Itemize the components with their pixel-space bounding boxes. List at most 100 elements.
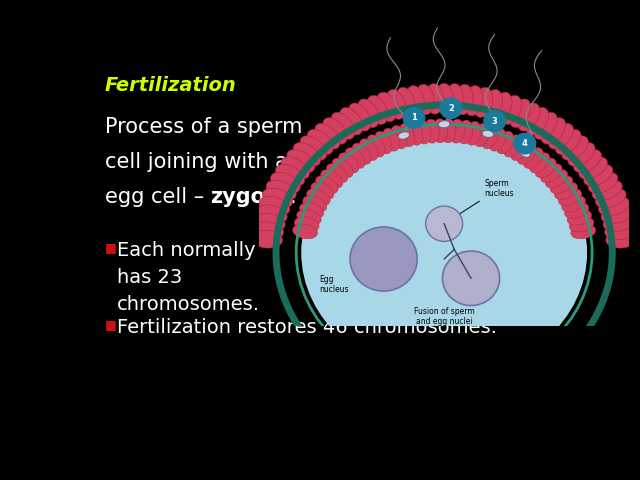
Ellipse shape (367, 135, 385, 157)
Ellipse shape (441, 119, 456, 143)
Ellipse shape (415, 120, 431, 144)
Ellipse shape (496, 132, 514, 154)
Ellipse shape (474, 123, 490, 147)
Ellipse shape (358, 99, 379, 128)
Ellipse shape (300, 203, 324, 218)
Text: ■: ■ (105, 318, 116, 331)
Circle shape (442, 251, 500, 306)
Ellipse shape (321, 169, 343, 188)
Ellipse shape (399, 123, 415, 147)
Text: egg cell –: egg cell – (105, 187, 211, 207)
Circle shape (514, 133, 536, 154)
Ellipse shape (332, 158, 353, 178)
Ellipse shape (548, 123, 573, 149)
Text: 4: 4 (522, 139, 528, 148)
Text: Sperm
nucleus: Sperm nucleus (447, 179, 514, 222)
Ellipse shape (465, 121, 481, 145)
Ellipse shape (518, 103, 540, 131)
Ellipse shape (529, 153, 550, 173)
Ellipse shape (323, 118, 347, 144)
Ellipse shape (545, 169, 568, 188)
Ellipse shape (376, 92, 397, 121)
Ellipse shape (562, 195, 586, 212)
Ellipse shape (500, 96, 522, 124)
Ellipse shape (535, 158, 556, 178)
Ellipse shape (433, 119, 447, 143)
Text: Fertilization: Fertilization (105, 76, 237, 95)
Text: ■: ■ (105, 240, 116, 253)
Ellipse shape (511, 139, 529, 160)
Ellipse shape (481, 126, 498, 149)
Ellipse shape (316, 176, 338, 194)
Circle shape (484, 111, 506, 132)
Ellipse shape (562, 136, 588, 160)
Ellipse shape (555, 130, 581, 155)
Text: cell joining with an: cell joining with an (105, 152, 301, 172)
Text: 3: 3 (492, 117, 497, 126)
Text: Tail: Tail (337, 56, 388, 65)
Ellipse shape (458, 120, 473, 144)
Ellipse shape (311, 182, 334, 200)
Ellipse shape (541, 164, 562, 183)
Ellipse shape (445, 84, 463, 114)
Text: Each normally: Each normally (117, 240, 256, 260)
Ellipse shape (438, 121, 450, 128)
Ellipse shape (601, 205, 632, 224)
Ellipse shape (454, 84, 473, 115)
Text: 1: 1 (411, 113, 417, 122)
Ellipse shape (483, 90, 502, 119)
Ellipse shape (517, 143, 536, 164)
Ellipse shape (396, 87, 415, 117)
Ellipse shape (558, 189, 582, 205)
Ellipse shape (281, 157, 310, 179)
Ellipse shape (588, 172, 618, 193)
Ellipse shape (407, 121, 423, 145)
Ellipse shape (520, 149, 531, 157)
Ellipse shape (390, 126, 407, 149)
Ellipse shape (474, 87, 493, 117)
Text: Fertilization restores 46 chromosomes.: Fertilization restores 46 chromosomes. (117, 318, 497, 337)
Ellipse shape (504, 135, 522, 157)
Ellipse shape (492, 92, 512, 121)
Ellipse shape (359, 139, 378, 160)
Ellipse shape (571, 224, 596, 239)
Text: Nucleus
Acrosome: Nucleus Acrosome (293, 146, 397, 176)
Ellipse shape (605, 222, 636, 240)
Ellipse shape (425, 84, 444, 114)
Text: chromosomes.: chromosomes. (117, 295, 260, 313)
Ellipse shape (256, 205, 287, 224)
Ellipse shape (374, 132, 392, 154)
Ellipse shape (592, 180, 622, 201)
Ellipse shape (292, 224, 317, 239)
Ellipse shape (307, 130, 333, 155)
Text: has 23: has 23 (117, 267, 182, 287)
Ellipse shape (266, 180, 296, 201)
Ellipse shape (435, 84, 453, 114)
Ellipse shape (293, 143, 321, 166)
Text: Outer layers
of egg: Outer layers of egg (560, 73, 609, 134)
Ellipse shape (554, 182, 577, 200)
Ellipse shape (525, 108, 548, 135)
Ellipse shape (315, 123, 340, 149)
Text: 2: 2 (448, 104, 454, 113)
Text: Egg
nucleus: Egg nucleus (320, 260, 381, 294)
Ellipse shape (606, 230, 637, 248)
Ellipse shape (303, 195, 326, 212)
Ellipse shape (352, 143, 371, 164)
Ellipse shape (509, 99, 531, 128)
Ellipse shape (569, 217, 594, 232)
Ellipse shape (398, 132, 410, 139)
Ellipse shape (326, 164, 348, 183)
Ellipse shape (550, 176, 573, 194)
Ellipse shape (339, 153, 359, 173)
Ellipse shape (568, 143, 595, 166)
Ellipse shape (340, 108, 363, 135)
Ellipse shape (307, 189, 330, 205)
Ellipse shape (489, 128, 506, 151)
Text: Fusion of sperm
and egg nuclei: Fusion of sperm and egg nuclei (414, 299, 474, 326)
Ellipse shape (345, 148, 365, 168)
Circle shape (440, 98, 461, 119)
Ellipse shape (405, 85, 424, 116)
Ellipse shape (596, 188, 626, 208)
Ellipse shape (386, 90, 406, 119)
